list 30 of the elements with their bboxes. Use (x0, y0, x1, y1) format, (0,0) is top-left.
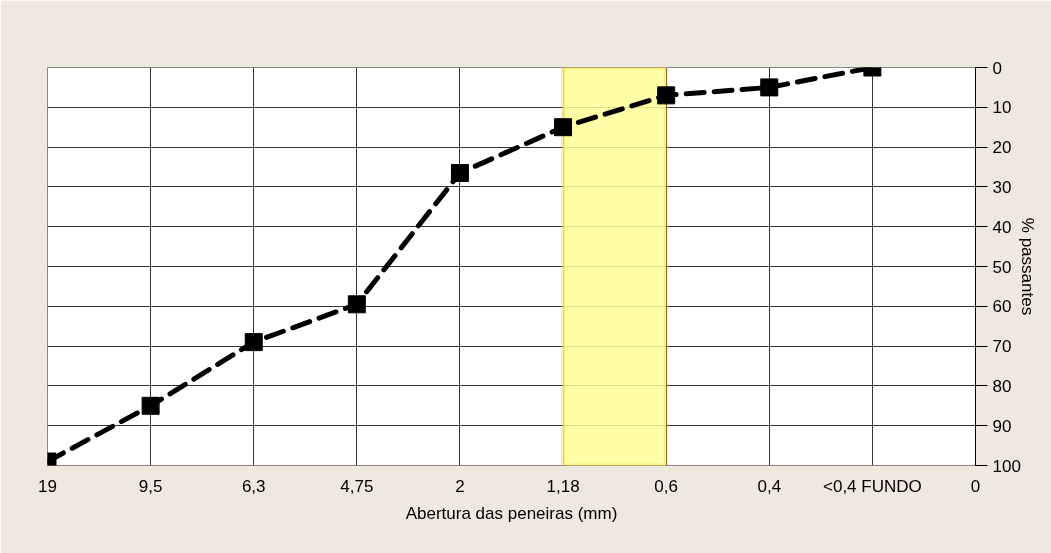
point (657, 86, 676, 105)
point (554, 118, 573, 137)
x-tick-label: 0 (970, 476, 981, 496)
y-tick-label: 40 (992, 217, 1012, 237)
y-tick-label: 20 (992, 138, 1012, 158)
x-tick-label: 0,4 (757, 476, 782, 496)
y-tick-label: 10 (992, 98, 1012, 118)
point (347, 295, 366, 314)
y-tick-label: 90 (992, 416, 1012, 436)
point (141, 396, 160, 415)
y-tick-label: 100 (992, 456, 1021, 476)
y-axis-title: % passantes (1017, 217, 1037, 316)
x-tick-label: 0,6 (654, 476, 678, 496)
y-tick-label: 30 (992, 177, 1012, 197)
x-tick-label: 4,75 (340, 476, 374, 496)
x-axis-title: Abertura das peneiras (mm) (405, 503, 618, 523)
y-tick-label: 60 (992, 297, 1012, 317)
y-tick-label: 80 (992, 376, 1012, 396)
x-tick-label: 1,18 (546, 476, 580, 496)
x-tick-label: 19 (38, 476, 57, 496)
x-tick-label: 6,3 (241, 476, 266, 496)
point (244, 333, 263, 352)
y-tick-label: 50 (992, 257, 1012, 277)
y-tick-label: 0 (992, 58, 1002, 78)
x-tick-label: 9,5 (138, 476, 163, 496)
y-tick-label: 70 (992, 337, 1012, 357)
x-tick-label: <0,4 FUNDO (823, 476, 922, 496)
x-tick-label: 2 (455, 476, 465, 496)
point (760, 78, 779, 97)
point (450, 163, 469, 182)
